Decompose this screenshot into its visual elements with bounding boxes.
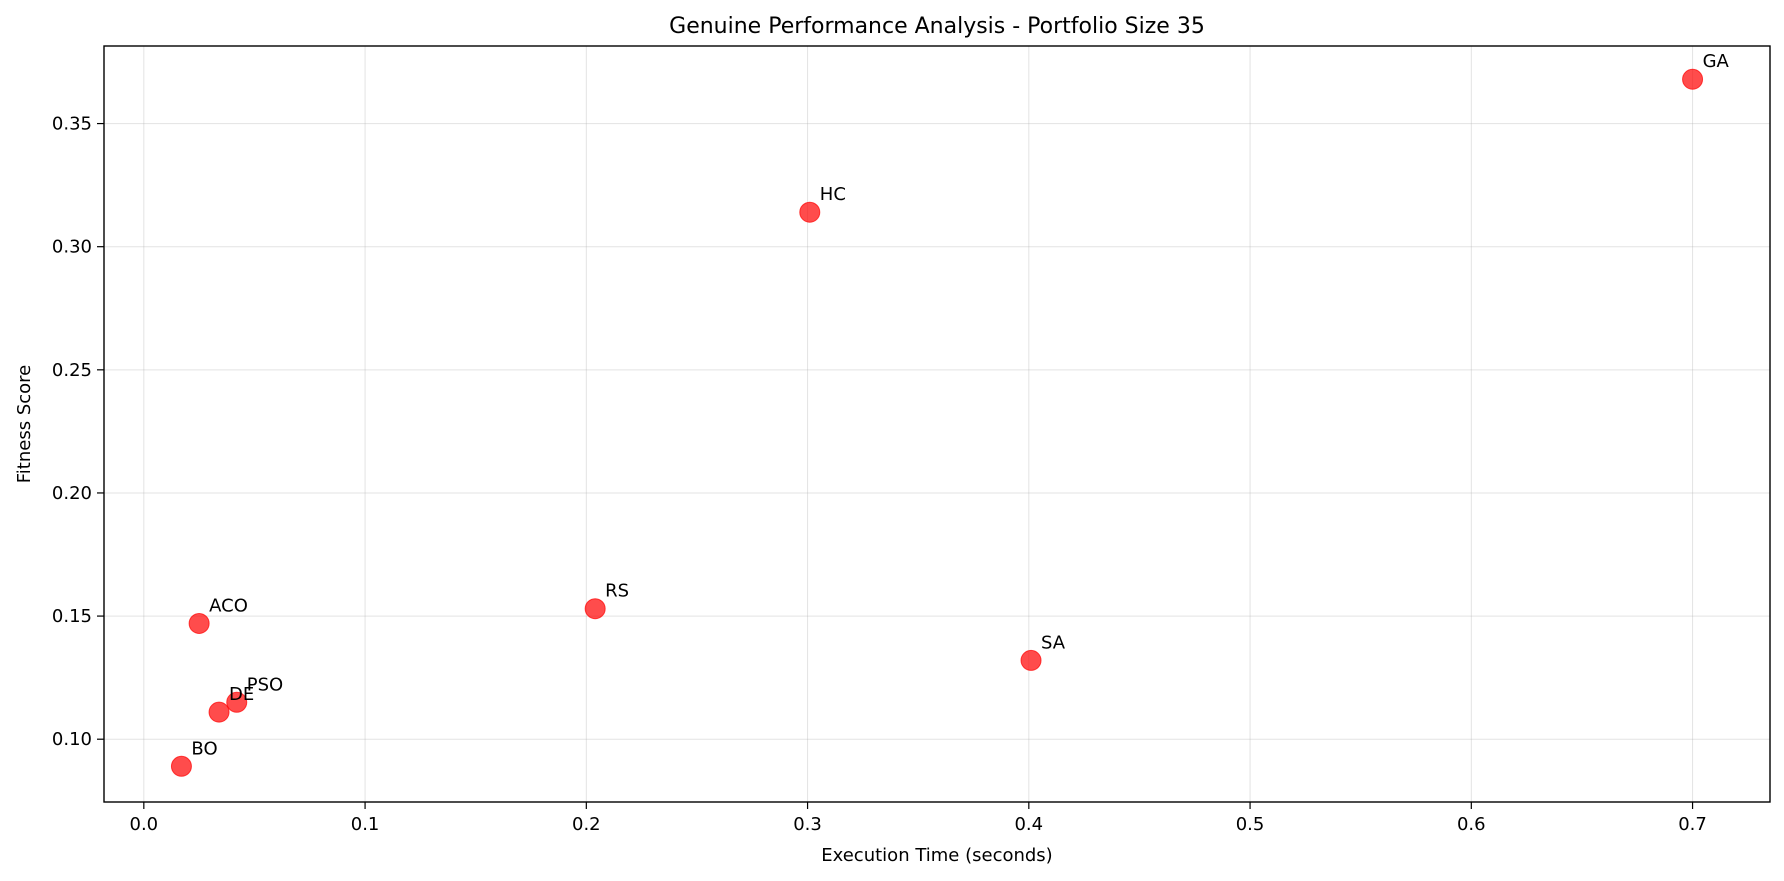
- x-tick-label: 0.0: [130, 814, 159, 835]
- data-point-de: [208, 701, 230, 723]
- data-point-aco: [188, 612, 210, 634]
- y-tick-label: 0.15: [52, 606, 92, 627]
- x-tick-label: 0.2: [572, 814, 601, 835]
- point-label-rs: RS: [605, 581, 629, 602]
- x-tick-label: 0.4: [1014, 814, 1043, 835]
- point-label-hc: HC: [820, 184, 846, 205]
- y-tick-label: 0.10: [52, 729, 92, 750]
- ticks-layer: 0.0 0.1 0.2 0.3 0.4 0.5 0.6 0.7 0.10 0.15 0.20 0.25…: [52, 114, 1707, 835]
- x-tick-label: 0.6: [1457, 814, 1486, 835]
- x-axis-label: Execution Time (seconds): [821, 845, 1052, 866]
- data-point-pso: [226, 691, 248, 713]
- y-tick-label: 0.35: [52, 114, 92, 135]
- data-point-hc: [799, 201, 821, 223]
- x-tick-label: 0.3: [793, 814, 822, 835]
- point-label-de: DE: [229, 684, 254, 705]
- x-tick-label: 0.5: [1236, 814, 1265, 835]
- data-point-rs: [584, 598, 606, 620]
- point-label-aco: ACO: [209, 595, 248, 616]
- y-tick-label: 0.25: [52, 360, 92, 381]
- point-label-pso: PSO: [247, 674, 283, 695]
- point-label-bo: BO: [191, 738, 217, 759]
- plot-frame: [103, 45, 1771, 803]
- x-tick-label: 0.7: [1678, 814, 1707, 835]
- y-tick-label: 0.30: [52, 237, 92, 258]
- data-point-ga: [1682, 68, 1704, 90]
- y-tick-label: 0.20: [52, 483, 92, 504]
- point-label-sa: SA: [1041, 632, 1066, 653]
- point-label-ga: GA: [1703, 51, 1730, 72]
- data-point-bo: [170, 755, 192, 777]
- y-axis-label: Fitness Score: [14, 365, 35, 483]
- x-tick-label: 0.1: [351, 814, 380, 835]
- chart-title: Genuine Performance Analysis - Portfolio…: [669, 14, 1205, 39]
- grid-layer: [104, 46, 1770, 802]
- data-point-sa: [1020, 649, 1042, 671]
